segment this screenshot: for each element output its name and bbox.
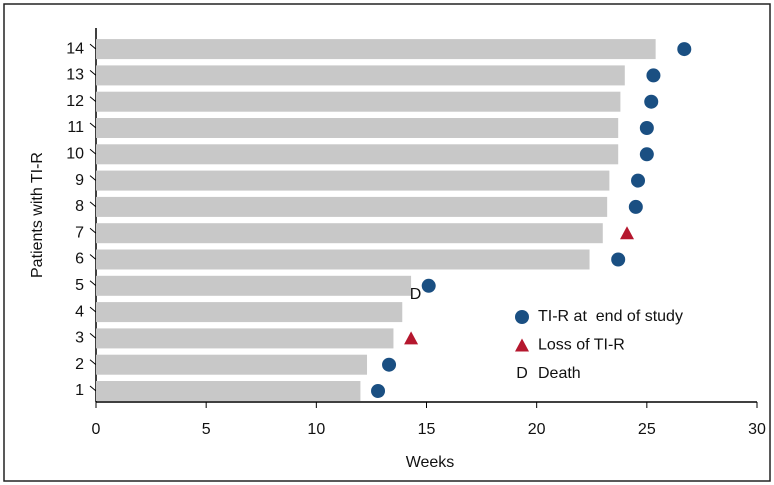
bar: [96, 170, 610, 191]
y-tick: [89, 227, 97, 234]
y-tick: [89, 43, 97, 50]
death-marker: D: [410, 286, 422, 303]
end-of-study-marker: [382, 357, 397, 372]
x-axis-label: Weeks: [406, 454, 455, 471]
bar: [96, 275, 412, 296]
loss-marker: [404, 331, 419, 345]
y-tick-label: 14: [66, 40, 84, 57]
y-tick: [89, 70, 97, 76]
y-tick: [89, 306, 97, 313]
x-tick-label: 10: [307, 421, 325, 438]
y-tick-label: 9: [75, 172, 84, 189]
end-of-study-marker: [631, 173, 646, 188]
y-tick: [89, 280, 97, 287]
x-tick-label: 0: [92, 421, 101, 438]
y-tick: [89, 96, 97, 103]
y-tick: [89, 333, 97, 339]
end-of-study-marker: [628, 199, 643, 214]
y-tick: [89, 359, 97, 366]
y-tick-label: 7: [75, 224, 84, 241]
end-of-study-marker: [639, 121, 654, 135]
y-tick-label: 1: [75, 382, 84, 399]
y-tick-label: 2: [75, 356, 84, 373]
end-of-study-marker: [644, 94, 659, 109]
x-tick-label: 20: [528, 421, 546, 438]
y-tick: [89, 254, 97, 260]
y-tick-label: 4: [75, 303, 84, 320]
y-tick-label: 8: [75, 198, 84, 215]
legend-label: TI-R at end of study: [538, 308, 683, 325]
y-tick-label: 12: [66, 93, 84, 110]
end-of-study-marker: [611, 252, 626, 267]
loss-marker: [620, 226, 635, 240]
end-of-study-marker: [639, 147, 654, 162]
bar: [96, 302, 403, 323]
x-tick-label: 30: [748, 421, 766, 438]
bar: [96, 381, 361, 401]
legend-label: Death: [538, 365, 581, 382]
legend-label: Loss of TI-R: [538, 337, 625, 354]
y-tick-label: 5: [75, 277, 84, 294]
y-tick: [89, 122, 97, 129]
y-tick-label: 6: [75, 251, 84, 268]
bar: [96, 39, 656, 60]
bar: [96, 118, 619, 138]
y-tick-label: 10: [66, 146, 84, 163]
bar: [96, 223, 603, 244]
y-tick: [89, 175, 97, 181]
y-axis-label: Patients with TI-R: [29, 152, 46, 278]
y-tick: [89, 385, 97, 392]
end-of-study-marker: [677, 42, 692, 57]
bar: [96, 196, 608, 217]
bar: [96, 328, 394, 349]
frame: [3, 3, 771, 482]
y-tick-label: 3: [75, 330, 84, 347]
x-tick-label: 25: [638, 421, 656, 438]
y-tick-label: 11: [67, 119, 84, 136]
bar: [96, 65, 625, 86]
bar: [96, 354, 368, 375]
x-tick-label: 5: [202, 421, 211, 438]
y-tick-label: 13: [66, 67, 84, 84]
bar: [96, 91, 621, 112]
end-of-study-marker: [421, 278, 436, 293]
y-tick: [89, 201, 97, 208]
end-of-study-marker: [646, 68, 661, 83]
x-tick-label: 15: [418, 421, 436, 438]
end-of-study-marker: [371, 384, 386, 398]
y-tick: [89, 148, 97, 155]
legend-symbol: [515, 310, 529, 324]
legend-symbol: D: [516, 365, 528, 382]
bar: [96, 249, 590, 270]
legend-symbol: [515, 338, 529, 352]
bar: [96, 144, 619, 165]
